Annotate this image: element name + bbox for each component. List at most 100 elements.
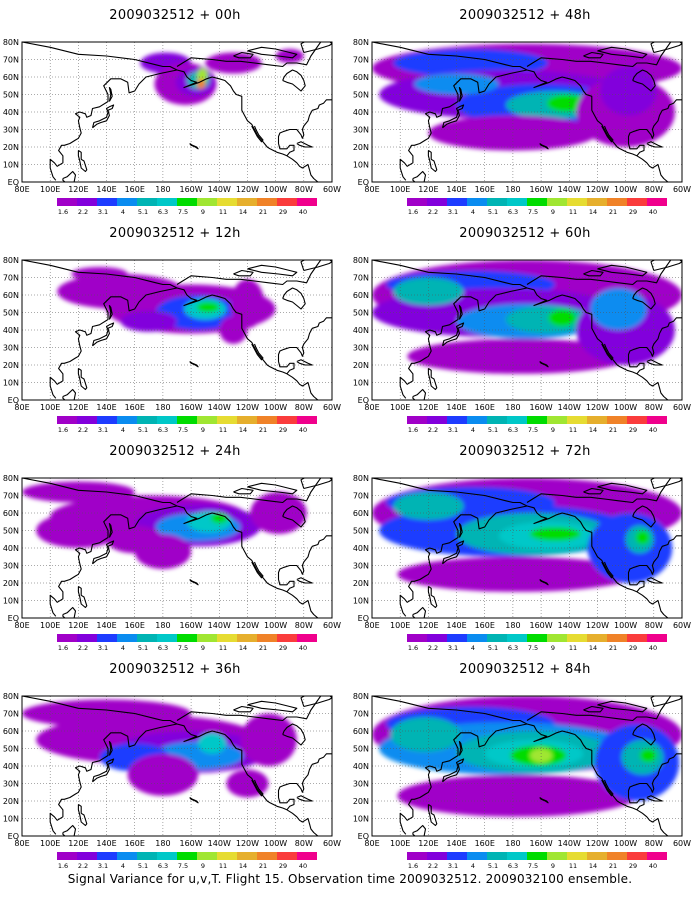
- coastline: [597, 46, 648, 59]
- lon-tick-label: 160E: [475, 839, 495, 848]
- colorbar-label: 21: [259, 208, 267, 216]
- coastline: [632, 505, 656, 528]
- lon-tick-label: 160W: [529, 185, 552, 194]
- lon-tick-label: 60W: [323, 403, 341, 412]
- colorbar-swatch: [587, 416, 607, 424]
- colorbar-swatch: [77, 198, 97, 206]
- coastline: [372, 696, 528, 835]
- lon-tick-label: 120W: [586, 185, 609, 194]
- lon-tick-label: 100W: [264, 839, 287, 848]
- colorbar-swatch: [277, 198, 297, 206]
- coastline: [189, 361, 199, 368]
- colorbar-label: 6.3: [158, 644, 168, 652]
- variance-contour: [635, 530, 650, 545]
- lat-tick-label: EQ: [358, 832, 369, 841]
- coastline: [526, 42, 672, 68]
- colorbar-label: 1.6: [408, 426, 418, 434]
- lat-tick-label: 20N: [3, 579, 19, 588]
- coastline: [22, 42, 178, 181]
- lat-tick-label: 60N: [353, 291, 369, 300]
- colorbar-label: 1.6: [408, 644, 418, 652]
- coastline: [62, 170, 77, 182]
- coastline: [77, 150, 88, 173]
- coastline: [251, 125, 264, 143]
- colorbar-label: 40: [299, 644, 307, 652]
- lon-tick-label: 160E: [125, 185, 145, 194]
- colorbar-label: 14: [589, 644, 597, 652]
- colorbar-swatch: [217, 198, 237, 206]
- coastline: [539, 797, 549, 804]
- lon-tick-label: 160E: [125, 403, 145, 412]
- coastline: [427, 368, 438, 391]
- coastline: [22, 696, 178, 835]
- colorbar-label: 21: [259, 644, 267, 652]
- colorbar-swatch: [487, 852, 507, 860]
- colorbar-label: 21: [609, 862, 617, 870]
- colorbar-swatch: [567, 416, 587, 424]
- colorbar-label: 21: [609, 644, 617, 652]
- colorbar-label: 40: [649, 426, 657, 434]
- colorbar-swatch: [177, 198, 197, 206]
- variance-contour: [250, 492, 307, 534]
- colorbar-label: 29: [629, 862, 637, 870]
- coastline: [627, 317, 682, 362]
- colorbar-label: 5.1: [488, 644, 498, 652]
- coastline: [597, 264, 648, 277]
- colorbar-label: 3.1: [98, 862, 108, 870]
- colorbar-label: 40: [649, 862, 657, 870]
- colorbar-label: 9: [551, 208, 555, 216]
- lon-tick-label: 60W: [673, 185, 691, 194]
- colorbar-label: 9: [551, 862, 555, 870]
- lat-tick-label: 50N: [3, 91, 19, 100]
- panel-title: 2009032512 + 12h: [109, 226, 241, 241]
- coastline: [372, 260, 528, 399]
- coastline: [627, 579, 645, 593]
- colorbar-swatch: [587, 852, 607, 860]
- colorbar-label: 6.3: [508, 644, 518, 652]
- panel-title: 2009032512 + 24h: [109, 444, 241, 459]
- lon-tick-label: 160W: [529, 621, 552, 630]
- coastline: [583, 705, 604, 713]
- lon-tick-label: 180: [505, 403, 520, 412]
- variance-contour: [397, 774, 637, 817]
- colorbar-swatch: [507, 198, 527, 206]
- colorbar-swatch: [607, 198, 627, 206]
- colorbar-swatch: [527, 852, 547, 860]
- colorbar-label: 40: [299, 426, 307, 434]
- coastline: [627, 99, 682, 144]
- coastline: [296, 359, 313, 366]
- coastline: [539, 143, 549, 150]
- coastline: [108, 304, 113, 320]
- variance-contour: [22, 481, 135, 503]
- lon-tick-label: 140W: [208, 621, 231, 630]
- coastline: [22, 478, 178, 617]
- colorbar-swatch: [117, 416, 137, 424]
- variance-contour: [196, 302, 220, 313]
- lon-tick-label: 80E: [14, 403, 29, 412]
- variance-contour: [397, 556, 637, 592]
- colorbar-label: 7.5: [178, 862, 188, 870]
- lon-tick-label: 80W: [295, 403, 313, 412]
- colorbar-label: 14: [589, 862, 597, 870]
- lon-tick-label: 180: [155, 839, 170, 848]
- colorbar-swatch: [567, 634, 587, 642]
- coastline: [277, 99, 332, 144]
- colorbar-swatch: [587, 634, 607, 642]
- lon-tick-label: 120W: [586, 839, 609, 848]
- colorbar-swatch: [547, 852, 567, 860]
- lat-tick-label: 40N: [3, 544, 19, 553]
- lon-tick-label: 80E: [14, 621, 29, 630]
- coastline: [300, 260, 332, 272]
- lat-tick-label: 70N: [353, 56, 369, 65]
- lon-tick-label: 160W: [179, 185, 202, 194]
- colorbar-swatch: [237, 634, 257, 642]
- variance-contour: [196, 78, 206, 90]
- coastline: [108, 522, 113, 538]
- lon-tick-label: 100W: [614, 403, 637, 412]
- colorbar-label: 1.6: [58, 426, 68, 434]
- colorbar-swatch: [197, 198, 217, 206]
- lat-tick-label: 80N: [3, 692, 19, 701]
- colorbar-swatch: [487, 416, 507, 424]
- colorbar-swatch: [57, 852, 77, 860]
- colorbar-swatch: [77, 416, 97, 424]
